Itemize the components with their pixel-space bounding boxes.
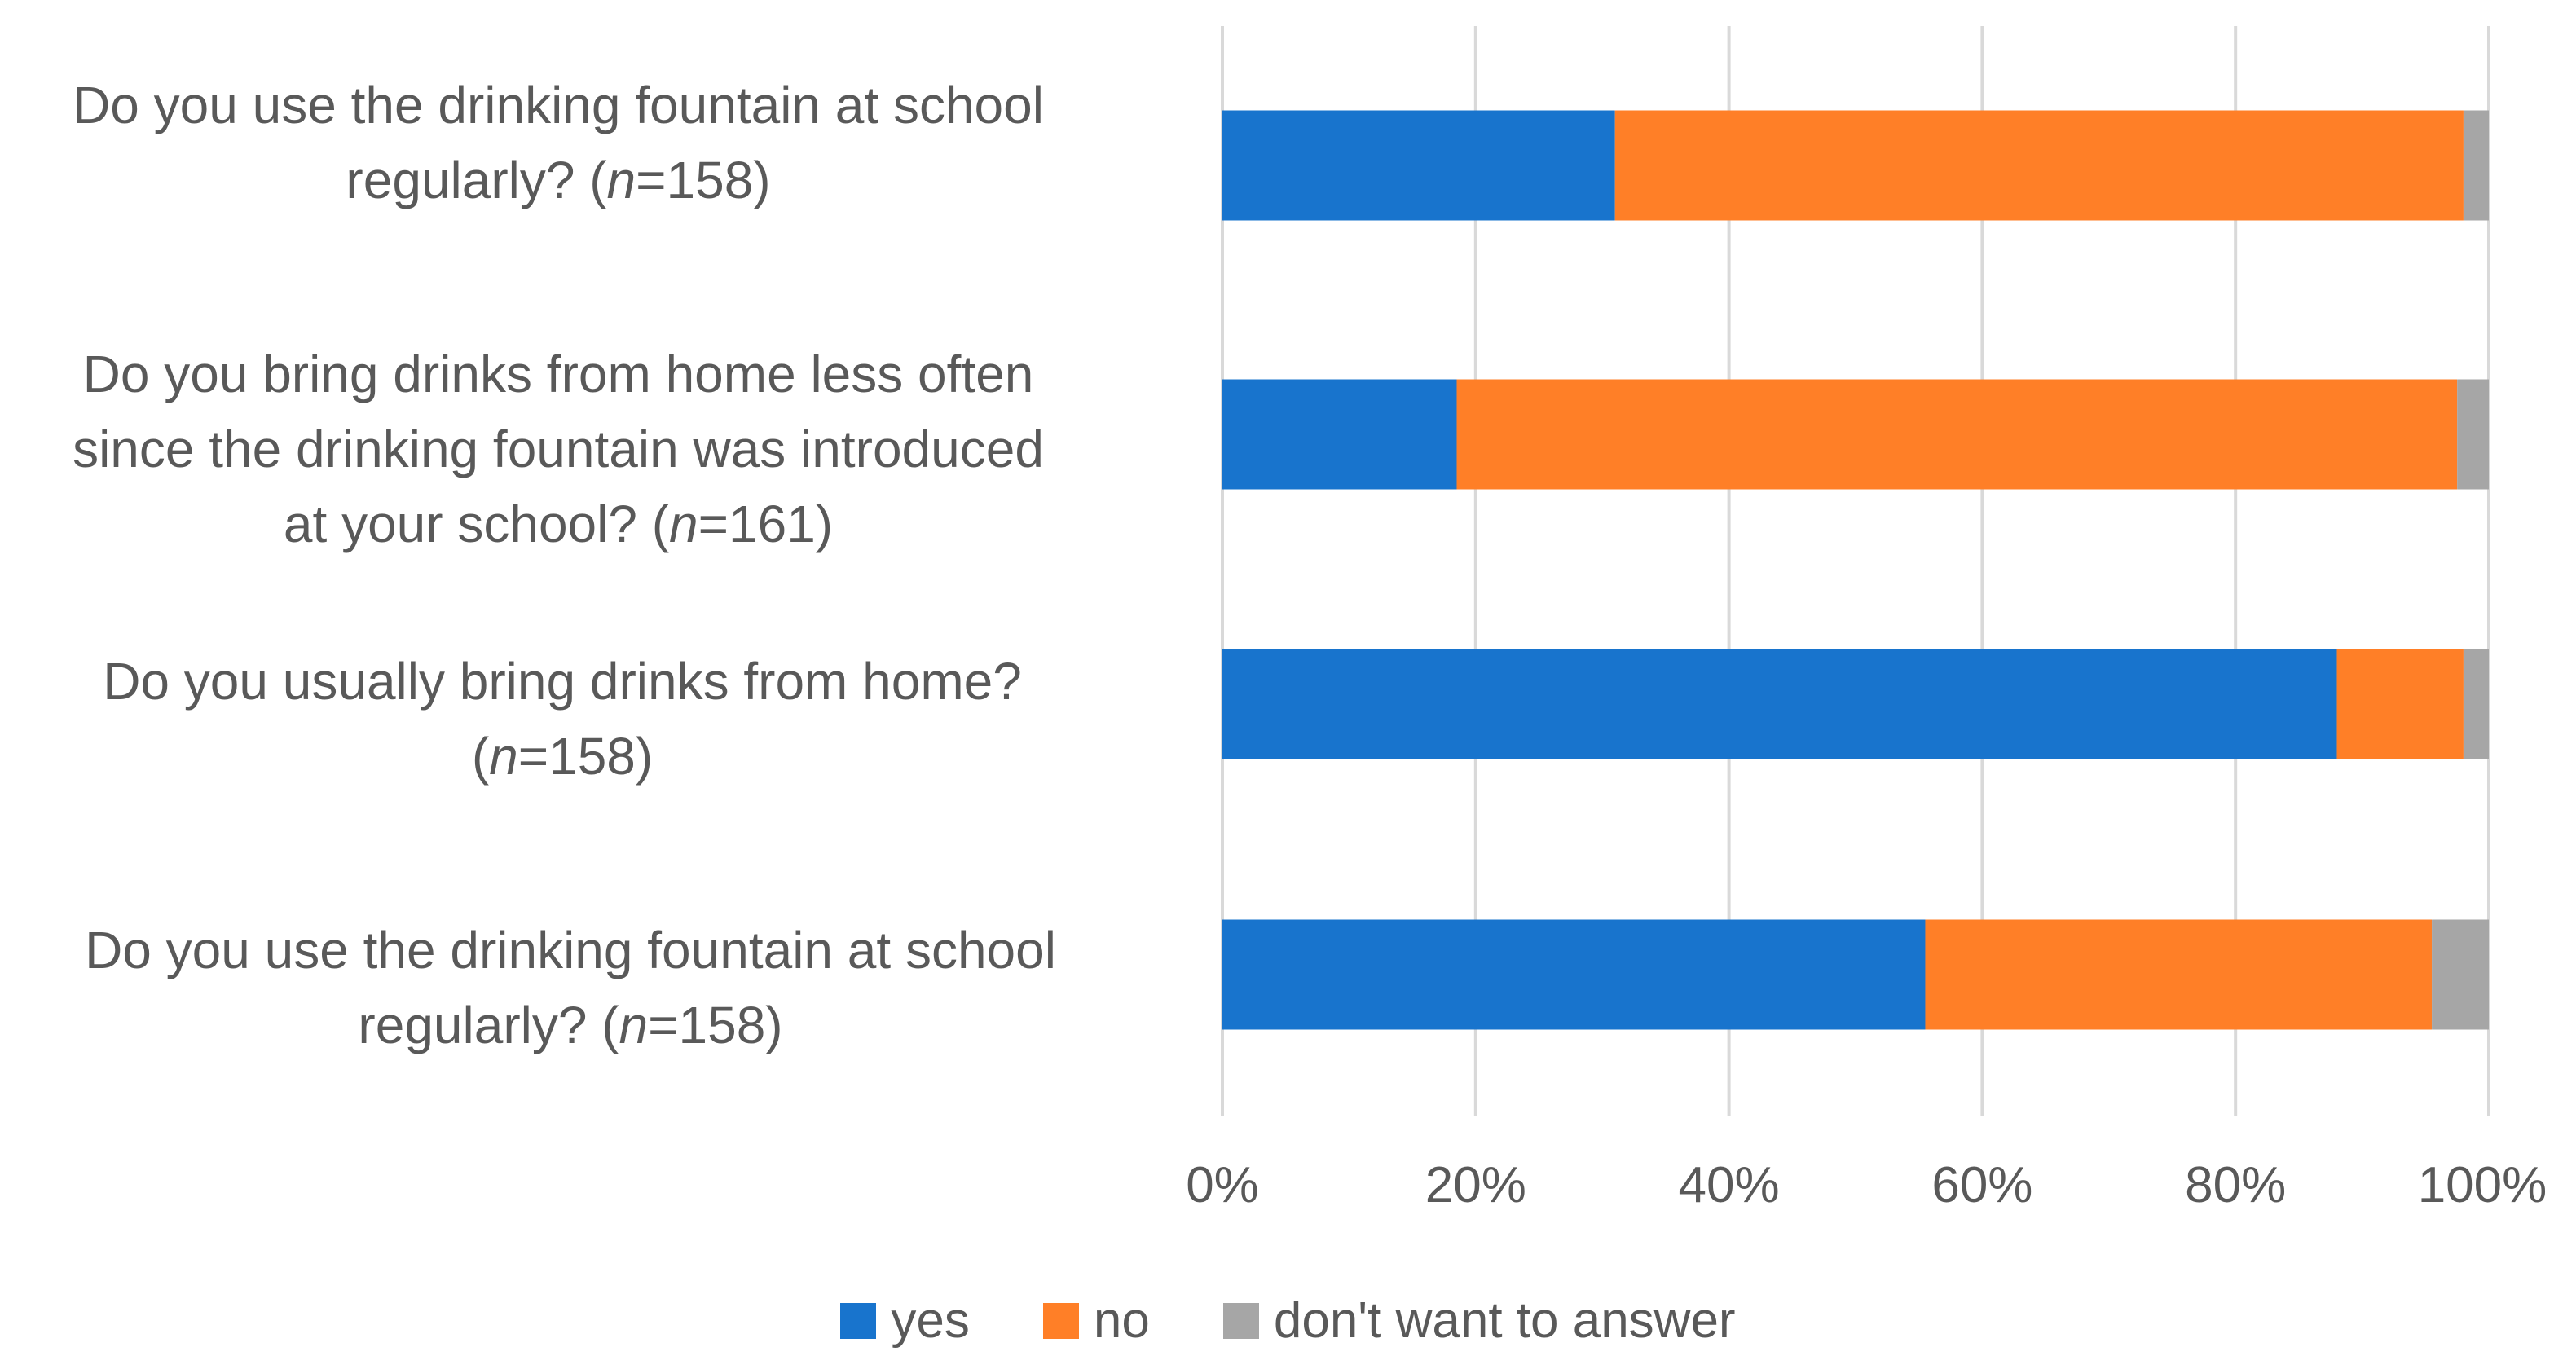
sample-size-symbol: n	[489, 727, 518, 786]
bar-1-don-t-want-to-answer	[2463, 110, 2489, 221]
bar-3-no	[2336, 649, 2464, 759]
x-tick-label-2: 40%	[1678, 1157, 1780, 1213]
legend-item-no: no	[1042, 1292, 1150, 1349]
bar-1-no	[1614, 110, 2464, 221]
legend-label: don't want to answer	[1273, 1292, 1736, 1349]
x-tick-label-5: 100%	[2417, 1157, 2547, 1213]
category-label-2-line-3: at your school? (n=161)	[283, 495, 834, 553]
category-label-3-line-1: Do you usually bring drinks from home?	[103, 652, 1022, 711]
legend-swatch	[1042, 1302, 1079, 1339]
legend: yes no don't want to answer	[0, 1292, 2576, 1349]
category-label-1-line-2: regularly? (n=158)	[346, 151, 771, 209]
category-label-1-line-1: Do you use the drinking fountain at scho…	[73, 76, 1044, 134]
bar-1-yes	[1222, 110, 1615, 221]
category-label-2-line-2: since the drinking fountain was introduc…	[73, 420, 1044, 478]
sample-size-symbol: n	[619, 996, 649, 1054]
category-label-2-line-1: Do you bring drinks from home less often	[82, 345, 1034, 403]
category-label-4: Do you use the drinking fountain at scho…	[16, 913, 1125, 1063]
legend-swatch	[1222, 1302, 1259, 1339]
bar-2-no	[1456, 379, 2458, 490]
bar-2-yes	[1222, 379, 1457, 490]
sample-size-symbol: n	[606, 151, 636, 209]
legend-item-don-t-want-to-answer: don't want to answer	[1222, 1292, 1736, 1349]
bar-2-don-t-want-to-answer	[2457, 379, 2489, 490]
category-label-2: Do you bring drinks from home less often…	[4, 337, 1112, 561]
bar-4-no	[1925, 919, 2433, 1030]
sample-size-symbol: n	[669, 495, 698, 553]
x-tick-label-0: 0%	[1186, 1157, 1259, 1213]
category-label-1: Do you use the drinking fountain at scho…	[4, 68, 1112, 218]
bar-3-yes	[1222, 649, 2337, 759]
legend-item-yes: yes	[840, 1292, 970, 1349]
x-tick-label-1: 20%	[1425, 1157, 1526, 1213]
category-label-4-line-1: Do you use the drinking fountain at scho…	[85, 921, 1056, 979]
legend-label: no	[1093, 1292, 1150, 1349]
legend-swatch	[840, 1302, 877, 1339]
x-tick-label-4: 80%	[2185, 1157, 2287, 1213]
legend-label: yes	[891, 1292, 970, 1349]
x-tick-label-3: 60%	[1931, 1157, 2033, 1213]
category-label-3: Do you usually bring drinks from home? (n…	[8, 644, 1116, 794]
bar-4-yes	[1222, 919, 1926, 1030]
category-label-3-line-2: (n=158)	[471, 727, 654, 786]
bar-4-don-t-want-to-answer	[2432, 919, 2489, 1030]
category-label-4-line-2: regularly? (n=158)	[358, 996, 783, 1054]
bar-3-don-t-want-to-answer	[2463, 649, 2489, 759]
